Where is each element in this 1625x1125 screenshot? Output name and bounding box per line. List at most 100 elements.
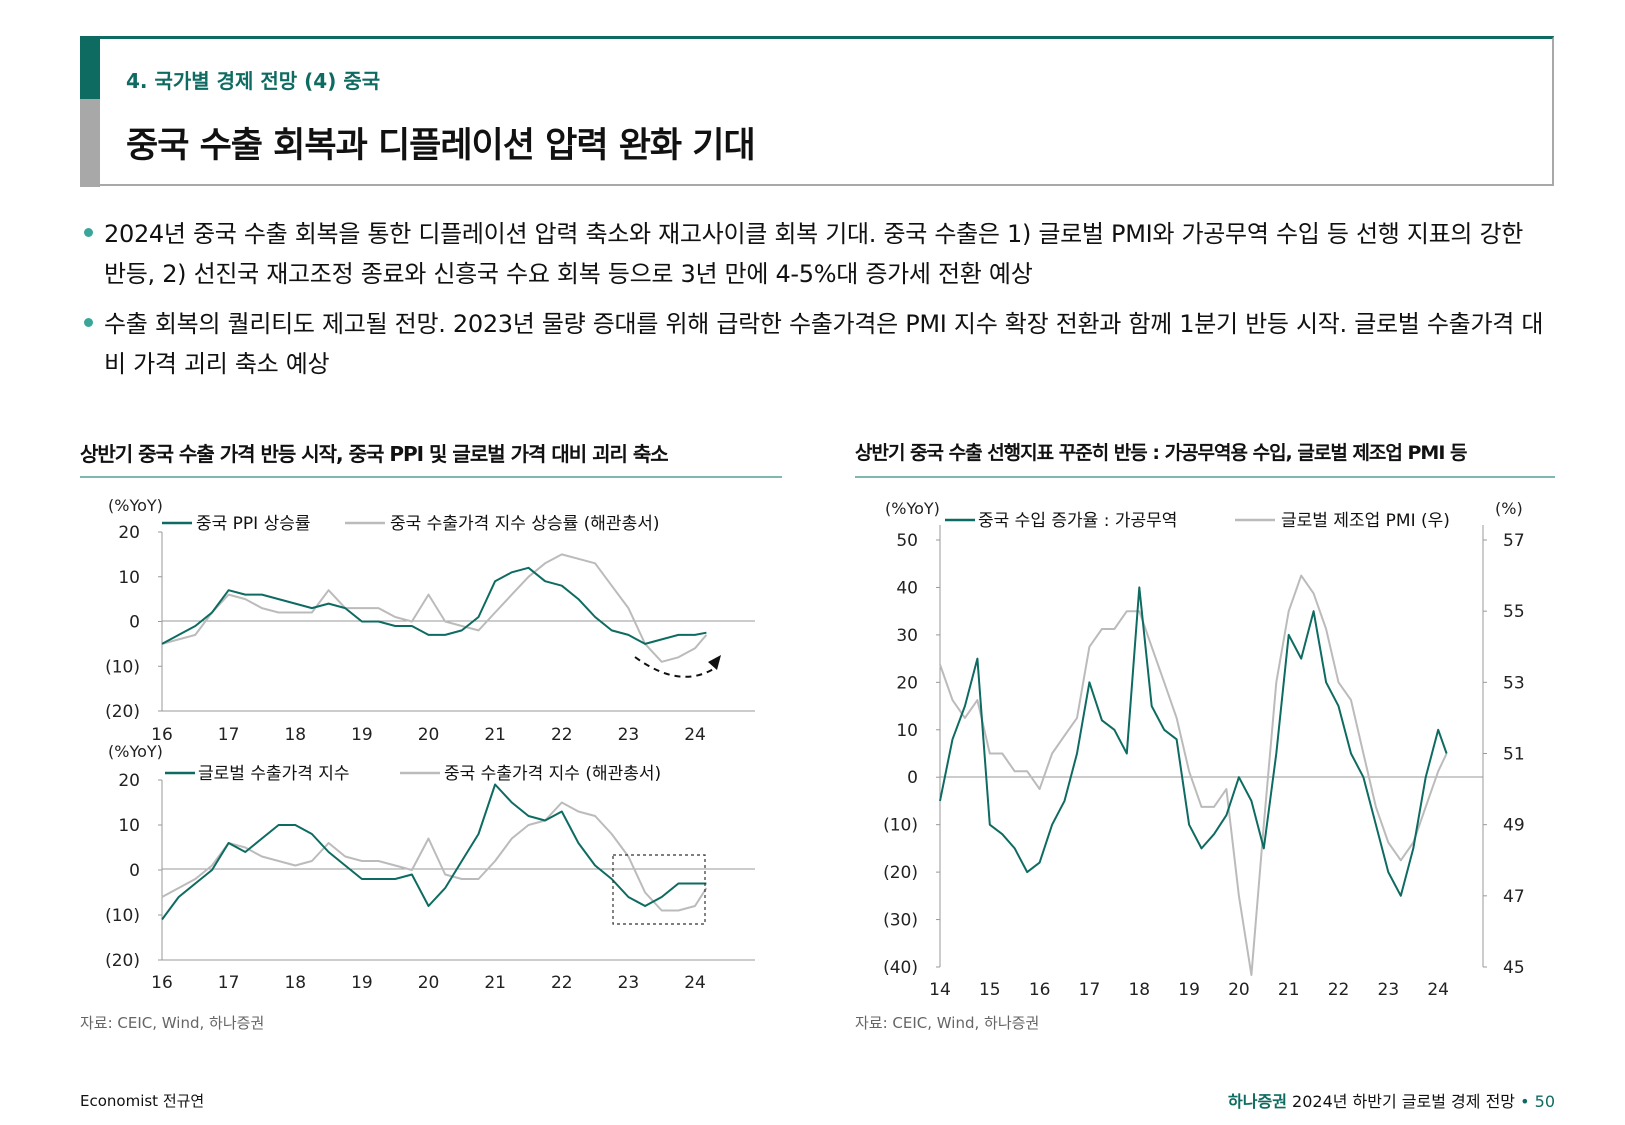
x-tick-label: 24 xyxy=(684,973,706,993)
right-legend-gray-label: 글로벌 제조업 PMI (우) xyxy=(1281,511,1450,531)
page-number: 50 xyxy=(1534,1092,1555,1111)
footer-doc-title: 2024년 하반기 글로벌 경제 전망 xyxy=(1292,1092,1516,1111)
bottom-legend-gray-label: 중국 수출가격 지수 (해관총서) xyxy=(444,764,661,784)
series-line-1 xyxy=(161,801,708,912)
right-unit-label-right: (%) xyxy=(1495,499,1523,518)
series-line-1 xyxy=(161,553,708,663)
right-chart-source: 자료: CEIC, Wind, 하나증권 xyxy=(855,1014,1040,1032)
x-tick-label: 18 xyxy=(284,725,306,745)
x-tick-label: 17 xyxy=(218,973,240,993)
header-accent-bar xyxy=(80,36,100,99)
x-tick-label: 18 xyxy=(1128,980,1150,1000)
footer-separator: • xyxy=(1520,1092,1530,1111)
x-tick-label: 20 xyxy=(1228,980,1250,1000)
header-gray-bar xyxy=(80,99,100,187)
y-tick-label: 10 xyxy=(118,816,140,836)
section-label: 4. 국가별 경제 전망 (4) 중국 xyxy=(126,69,381,93)
y-tick-label: (40) xyxy=(883,958,918,978)
y-right-tick-label: 55 xyxy=(1503,602,1525,622)
right-chart-area: (%YoY) (%) 50 40 30 20 10 0 (10) (20) (30) (40) 5… xyxy=(883,499,1525,1000)
x-tick-label: 21 xyxy=(484,973,506,993)
x-tick-label: 17 xyxy=(218,725,240,745)
series-line-1 xyxy=(939,574,1448,976)
y-right-tick-label: 51 xyxy=(1503,745,1525,765)
footer-brand: 하나증권 xyxy=(1228,1092,1287,1111)
top-arrow-head-icon xyxy=(708,655,721,670)
section-header: 4. 국가별 경제 전망 (4) 중국 중국 수출 회복과 디플레이션 압력 완… xyxy=(80,36,1554,187)
y-tick-label: (20) xyxy=(105,702,140,722)
y-tick-label: (30) xyxy=(883,911,918,931)
y-tick-label: 20 xyxy=(118,771,140,791)
top-unit-label: (%YoY) xyxy=(108,496,163,515)
bottom-legend-teal-label: 글로벌 수출가격 지수 xyxy=(198,764,350,784)
footer-author: Economist 전규연 xyxy=(80,1092,205,1110)
x-tick-label: 17 xyxy=(1079,980,1101,1000)
y-tick-label: 30 xyxy=(896,626,918,646)
bottom-highlight-box xyxy=(612,854,706,925)
bullet-dot-icon xyxy=(84,228,93,237)
y-tick-label: 0 xyxy=(129,861,140,881)
x-tick-label: 22 xyxy=(1328,980,1350,1000)
y-tick-label: (20) xyxy=(883,863,918,883)
bullet-text-1: 2024년 중국 수출 회복을 통한 디플레이션 압력 축소와 재고사이클 회복… xyxy=(104,220,1524,288)
y-tick-label: 40 xyxy=(896,578,918,598)
x-tick-label: 19 xyxy=(1178,980,1200,1000)
y-tick-label: 20 xyxy=(118,523,140,543)
bullet-dot-icon xyxy=(84,318,93,327)
y-tick-label: (10) xyxy=(105,657,140,677)
series-line-0 xyxy=(161,783,707,921)
right-unit-label-left: (%YoY) xyxy=(885,499,940,518)
x-tick-label: 18 xyxy=(284,973,306,993)
bullet-text-2: 수출 회복의 퀄리티도 제고될 전망. 2023년 물량 증대를 위해 급락한 … xyxy=(104,310,1544,378)
left-chart-title: 상반기 중국 수출 가격 반등 시작, 중국 PPI 및 글로벌 가격 대비 괴… xyxy=(80,442,669,466)
top-dashed-arrow xyxy=(634,656,716,678)
x-tick-label: 23 xyxy=(618,725,640,745)
right-chart-title: 상반기 중국 수출 선행지표 꾸준히 반등 : 가공무역용 수입, 글로벌 제조… xyxy=(855,442,1467,464)
x-tick-label: 24 xyxy=(684,725,706,745)
y-right-tick-label: 53 xyxy=(1503,673,1525,693)
y-tick-label: 50 xyxy=(896,531,918,551)
x-tick-label: 15 xyxy=(979,980,1001,1000)
y-tick-label: (10) xyxy=(105,906,140,926)
y-right-tick-label: 57 xyxy=(1503,531,1525,551)
x-tick-label: 14 xyxy=(929,980,951,1000)
x-tick-label: 21 xyxy=(1278,980,1300,1000)
page-title: 중국 수출 회복과 디플레이션 압력 완화 기대 xyxy=(126,126,756,166)
right-legend-teal-label: 중국 수입 증가율 : 가공무역 xyxy=(978,511,1177,531)
top-legend-teal-label: 중국 PPI 상승률 xyxy=(196,514,311,534)
y-tick-label: 20 xyxy=(896,673,918,693)
y-tick-label: (10) xyxy=(883,816,918,836)
y-right-tick-label: 49 xyxy=(1503,816,1525,836)
y-tick-label: 10 xyxy=(118,568,140,588)
series-line-0 xyxy=(161,566,707,645)
bullet-item-2: 수출 회복의 퀄리티도 제고될 전망. 2023년 물량 증대를 위해 급락한 … xyxy=(84,304,1544,384)
y-tick-label: 10 xyxy=(896,721,918,741)
top-legend-gray-label: 중국 수출가격 지수 상승률 (해관총서) xyxy=(390,514,659,534)
y-right-tick-label: 45 xyxy=(1503,958,1525,978)
x-tick-label: 20 xyxy=(418,725,440,745)
x-tick-label: 16 xyxy=(151,725,173,745)
left-chart-rule xyxy=(80,476,782,478)
x-tick-label: 23 xyxy=(1378,980,1400,1000)
right-chart-rule xyxy=(855,476,1555,478)
left-chart-source: 자료: CEIC, Wind, 하나증권 xyxy=(80,1014,265,1032)
x-tick-label: 24 xyxy=(1427,980,1449,1000)
bottom-unit-label: (%YoY) xyxy=(108,742,163,761)
y-right-tick-label: 47 xyxy=(1503,887,1525,907)
x-tick-label: 21 xyxy=(484,725,506,745)
y-tick-label: (20) xyxy=(105,951,140,971)
footer-right: 하나증권 2024년 하반기 글로벌 경제 전망 • 50 xyxy=(1228,1088,1555,1112)
bullet-item-1: 2024년 중국 수출 회복을 통한 디플레이션 압력 축소와 재고사이클 회복… xyxy=(84,214,1544,294)
x-tick-label: 22 xyxy=(551,973,573,993)
x-tick-label: 19 xyxy=(351,973,373,993)
y-tick-label: 0 xyxy=(129,613,140,633)
x-tick-label: 16 xyxy=(1029,980,1051,1000)
y-tick-label: 0 xyxy=(907,768,918,788)
series-line-0 xyxy=(939,586,1448,897)
x-tick-label: 16 xyxy=(151,973,173,993)
x-tick-label: 20 xyxy=(418,973,440,993)
x-tick-label: 19 xyxy=(351,725,373,745)
x-tick-label: 22 xyxy=(551,725,573,745)
x-tick-label: 23 xyxy=(618,973,640,993)
